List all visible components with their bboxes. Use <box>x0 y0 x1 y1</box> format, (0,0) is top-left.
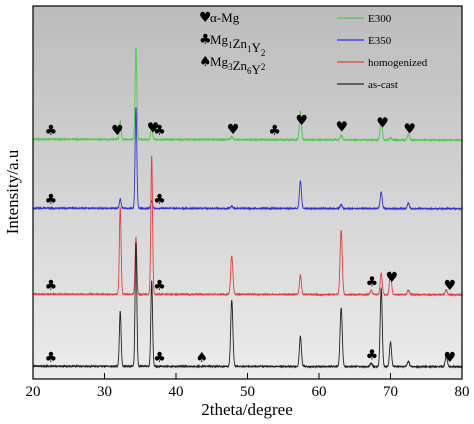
phase-legend-label: α-Mg <box>210 10 240 25</box>
series-line-E300 <box>33 47 462 143</box>
x-tick-label: 50 <box>240 384 255 400</box>
series-line-as-cast <box>33 242 462 369</box>
spade-marker-icon: ♠ <box>195 350 208 366</box>
heart-marker-icon: ♥ <box>386 270 399 286</box>
phase-legend-label: Mg3Zn6Y2 <box>210 54 265 77</box>
heart-marker-icon: ♥ <box>147 120 160 136</box>
club-marker-icon: ♣ <box>366 275 379 291</box>
legend-label-E300: E300 <box>368 13 392 25</box>
club-marker-icon: ♣ <box>45 192 58 208</box>
heart-marker-icon: ♥ <box>376 116 389 132</box>
x-axis-title: 2theta/degree <box>201 400 293 419</box>
series-legend: E300 E350 homogenized as-cast <box>337 13 428 91</box>
phase-legend-label: Mg1Zn1Y2 <box>210 32 265 58</box>
series-traces <box>33 47 462 369</box>
x-tick-label: 30 <box>97 384 112 400</box>
club-marker-icon: ♣ <box>153 278 166 294</box>
legend-label-as-cast: as-cast <box>368 79 398 91</box>
x-tick-label: 60 <box>312 384 327 400</box>
spade-legend-icon: ♠ <box>199 54 212 70</box>
club-marker-icon: ♣ <box>153 192 166 208</box>
x-axis-ticks: 20 30 40 50 60 70 80 <box>26 373 470 400</box>
heart-marker-icon: ♥ <box>444 278 457 294</box>
series-line-homogenized <box>33 155 462 297</box>
phase-markers: ♣ ♥ ♥♣ ♥ ♣♥ ♥ ♥ ♥♣ ♣♣ ♣ ♣ ♥ ♥♣ ♣ ♠ ♣ ♥ <box>45 113 457 366</box>
plot-background <box>33 6 462 379</box>
club-marker-icon: ♣ <box>45 350 58 366</box>
heart-marker-icon: ♥ <box>227 122 240 138</box>
heart-marker-icon: ♥ <box>111 123 124 139</box>
phase-legend: ♥α-Mg ♣Mg1Zn1Y2♠Mg3Zn6Y2 <box>199 10 265 77</box>
club-marker-icon: ♣ <box>153 123 166 139</box>
x-tick-label: 40 <box>169 384 184 400</box>
x-tick-label: 20 <box>26 384 41 400</box>
heart-legend-icon: ♥ <box>199 10 212 26</box>
heart-marker-icon: ♥ <box>444 350 457 366</box>
y-axis-title: Intensity/a.u <box>3 149 22 234</box>
x-tick-label: 80 <box>455 384 470 400</box>
heart-marker-icon: ♥ <box>404 121 417 137</box>
club-marker-icon: ♣ <box>45 123 58 139</box>
club-marker-icon: ♣ <box>268 123 281 139</box>
heart-marker-icon: ♥ <box>296 113 309 129</box>
series-line-E350 <box>33 107 462 212</box>
club-marker-icon: ♣ <box>366 347 379 363</box>
club-marker-icon: ♣ <box>45 278 58 294</box>
club-legend-icon: ♣ <box>199 32 212 48</box>
club-marker-icon: ♣ <box>153 350 166 366</box>
legend-label-homogenized: homogenized <box>368 57 428 69</box>
legend-label-E350: E350 <box>368 35 392 47</box>
x-tick-label: 70 <box>383 384 398 400</box>
heart-marker-icon: ♥ <box>336 120 349 136</box>
